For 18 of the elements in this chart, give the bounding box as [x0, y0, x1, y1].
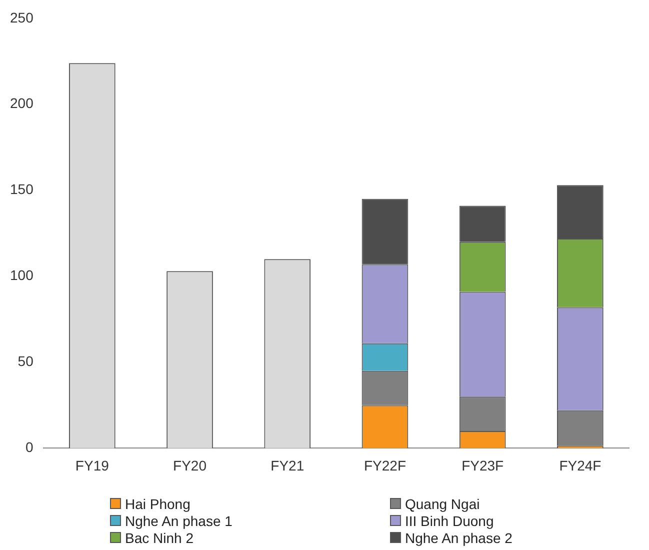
x-tick-label: FY24F: [559, 457, 602, 474]
legend-label: Nghe An phase 1: [125, 512, 232, 528]
x-tick-label: FY22F: [364, 457, 406, 474]
legend-label: III Binh Duong: [405, 512, 494, 528]
x-tick-label: FY20: [173, 457, 207, 474]
legend-label: Nghe An phase 2: [405, 530, 512, 546]
legend-label: Bac Ninh 2: [125, 530, 194, 546]
y-tick-label: 200: [10, 95, 34, 112]
y-tick-label: 250: [10, 9, 34, 26]
x-tick-label: FY21: [270, 457, 304, 474]
x-tick-label: FY23F: [462, 457, 504, 474]
x-tick-label: FY19: [75, 457, 110, 474]
y-tick-label: 150: [10, 181, 34, 198]
y-tick-label: 100: [10, 267, 34, 284]
legend-label: Hai Phong: [125, 496, 190, 512]
y-tick-label: 0: [26, 439, 34, 456]
legend-label: Quang Ngai: [405, 496, 480, 512]
y-tick-label: 50: [18, 353, 34, 370]
